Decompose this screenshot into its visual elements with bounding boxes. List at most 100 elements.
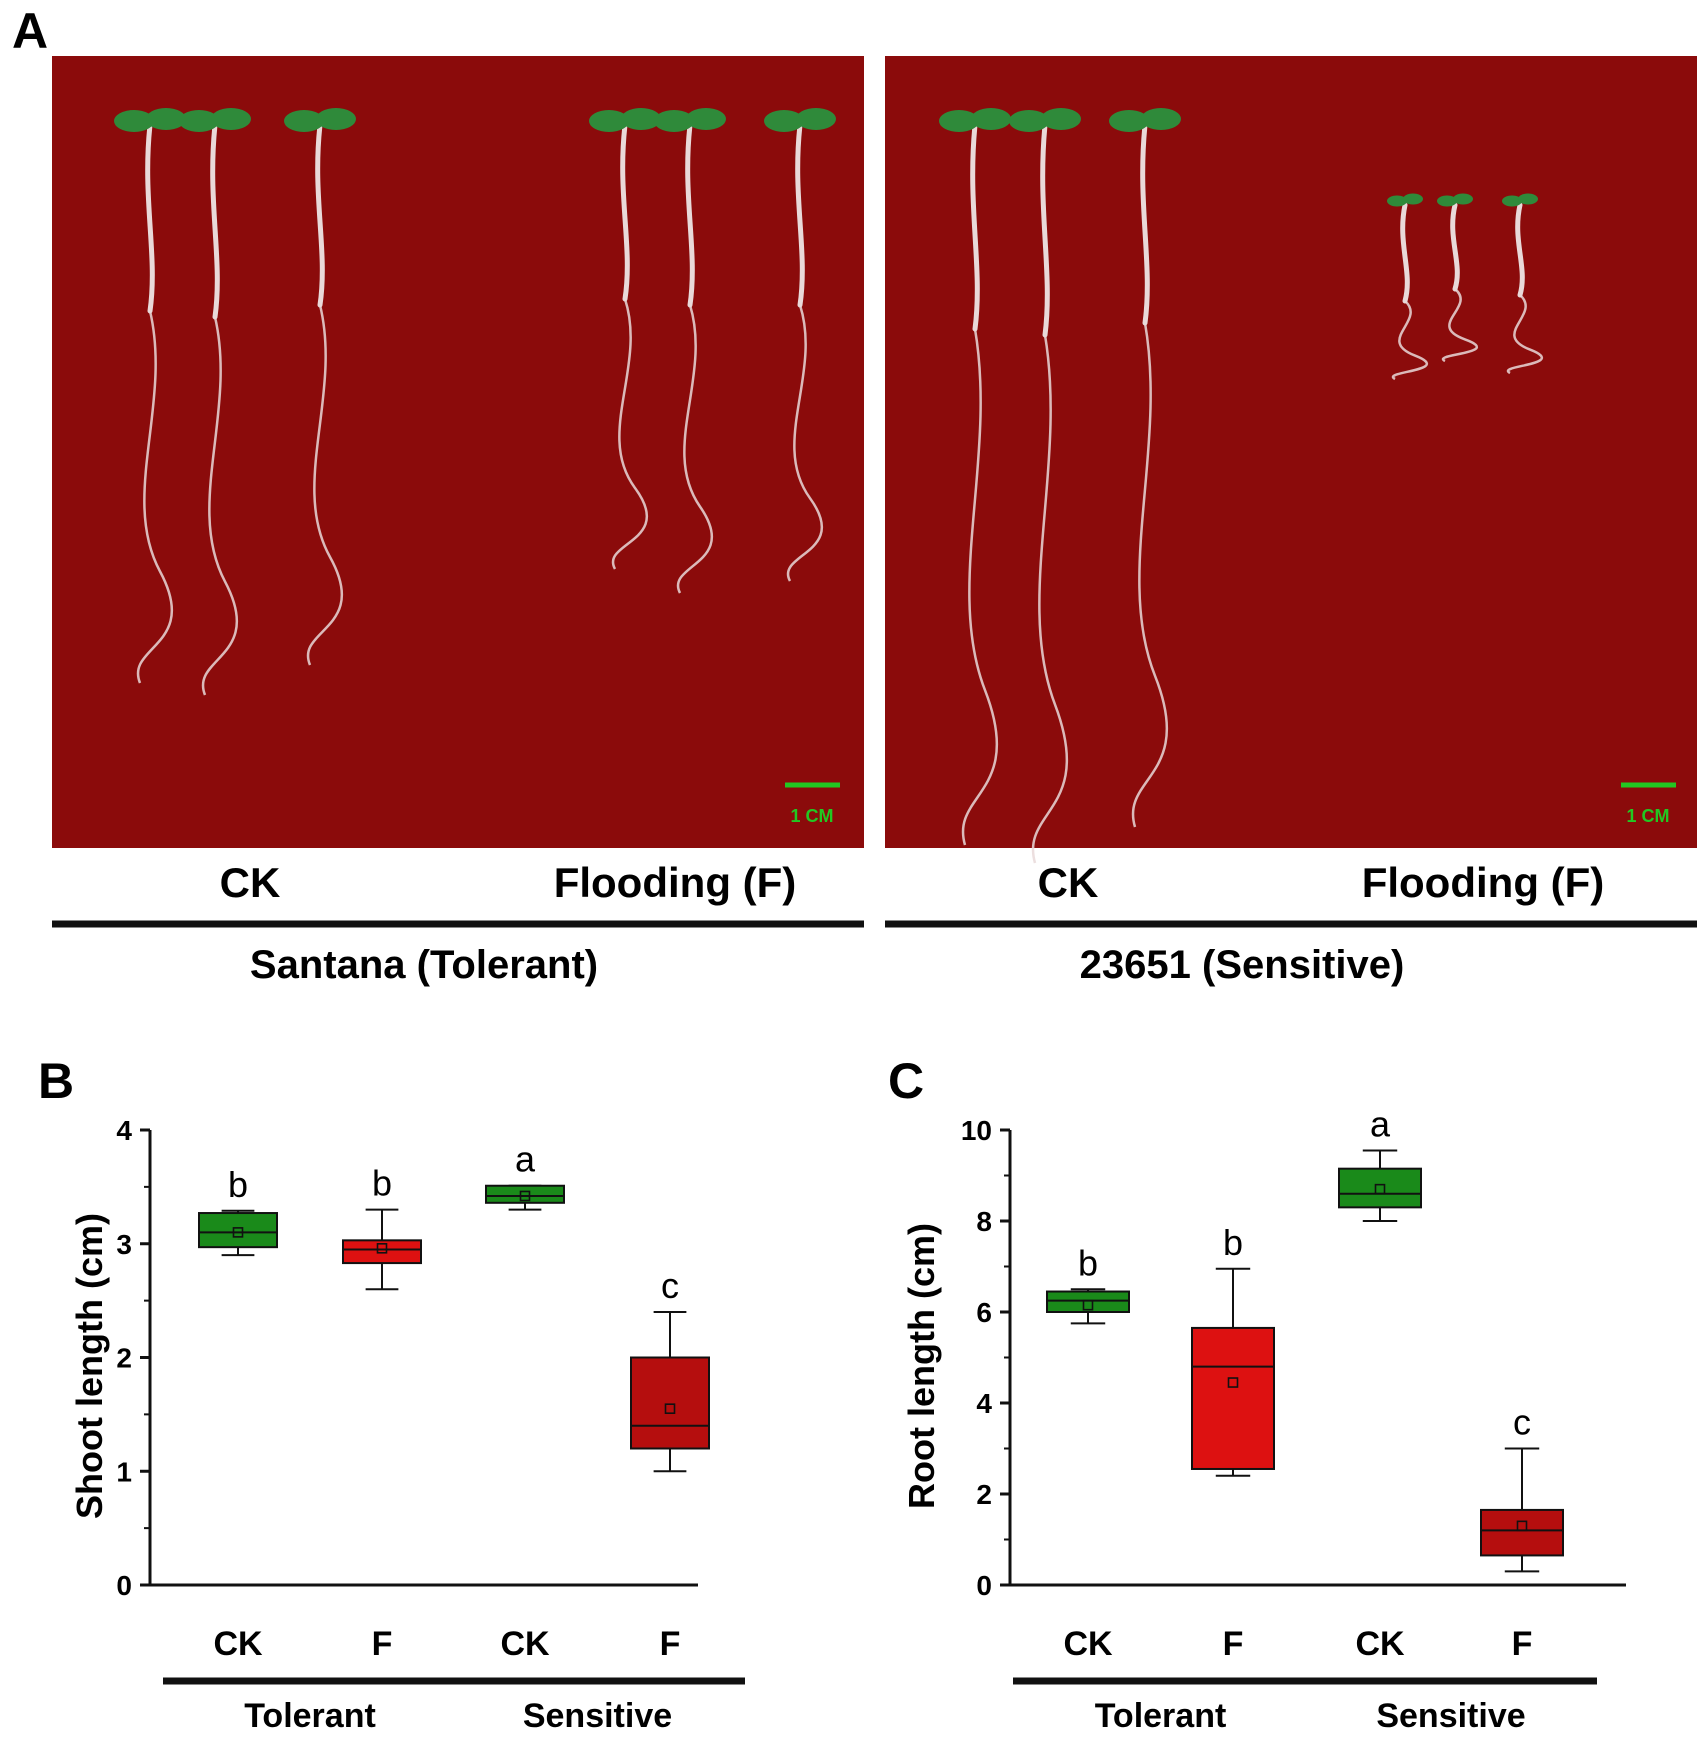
seedling — [939, 108, 1011, 846]
seedling-shoot — [1400, 202, 1410, 304]
box-1: b — [342, 1163, 422, 1291]
cotyledon-leaf — [284, 110, 324, 132]
cotyledon-leaf — [1453, 193, 1473, 205]
y-tick-label: 2 — [976, 1479, 992, 1510]
seedling — [764, 108, 836, 582]
seedling — [179, 108, 251, 696]
y-tick-label: 0 — [976, 1570, 992, 1601]
cotyledon-leaf — [1403, 193, 1423, 205]
box-1: b — [1191, 1222, 1275, 1477]
x-categories: CK F CK F Tolerant Sensitive — [1013, 1625, 1597, 1735]
group-label: Sensitive — [1376, 1697, 1525, 1735]
seedling-shoot — [1040, 122, 1050, 338]
seedling-photo-sensitive: 1 CM — [885, 56, 1697, 864]
cotyledon-leaf — [1009, 110, 1049, 132]
mean-marker — [1227, 1377, 1239, 1388]
significance-letter: c — [661, 1265, 679, 1306]
mean-marker — [664, 1403, 676, 1414]
scale-bar-label: 1 CM — [1626, 806, 1669, 826]
significance-letter: a — [515, 1139, 536, 1180]
genotype-label-sensitive: 23651 (Sensitive) — [1080, 943, 1405, 987]
x-category-label: CK — [1063, 1625, 1113, 1663]
cotyledon-leaf — [1518, 193, 1538, 205]
group-label: Tolerant — [1095, 1697, 1227, 1735]
seedling-root — [961, 328, 998, 846]
x-category-label: CK — [1355, 1625, 1405, 1663]
panel-a-letter: A — [12, 3, 48, 59]
box-iqr — [342, 1239, 422, 1265]
boxes: b b a c — [1046, 1103, 1564, 1573]
box-3: c — [1480, 1402, 1564, 1573]
seedlings-group — [114, 108, 836, 696]
seedling — [1437, 193, 1478, 363]
box-2: a — [1338, 1103, 1422, 1222]
x-categories: CK F CK F Tolerant Sensitive — [163, 1625, 745, 1735]
group-label: Tolerant — [244, 1697, 376, 1735]
seedlings-group — [939, 108, 1543, 864]
y-tick-label: 0 — [116, 1570, 132, 1601]
y-tick-label: 4 — [976, 1388, 992, 1419]
box-0: b — [198, 1164, 278, 1257]
seedling-photo-tolerant: 1 CM — [52, 56, 864, 848]
cotyledon-leaf — [589, 110, 629, 132]
significance-letter: b — [228, 1164, 248, 1205]
shoot-length-chart: B Shoot length (cm) 0 1 2 3 4 b b a c CK F CK F Tol… — [38, 1053, 745, 1735]
x-category-label: CK — [500, 1625, 550, 1663]
y-tick-label: 2 — [116, 1343, 132, 1374]
cotyledon-leaf — [686, 108, 726, 130]
y-axis-title: Shoot length (cm) — [69, 1213, 110, 1519]
mean-marker — [519, 1190, 531, 1202]
seedling-shoot — [1140, 122, 1150, 326]
seedling — [1502, 193, 1543, 375]
seedling-shoot — [210, 122, 220, 320]
axes: 0 2 4 6 8 10 — [961, 1115, 1626, 1601]
x-category-label: F — [660, 1625, 681, 1663]
mean-marker — [1082, 1299, 1094, 1311]
panel-b-letter: B — [38, 1053, 74, 1109]
cotyledon-leaf — [764, 110, 804, 132]
box-iqr — [485, 1184, 565, 1204]
cotyledon-leaf — [971, 108, 1011, 130]
x-category-label: F — [1223, 1625, 1244, 1663]
cotyledon-leaf — [114, 110, 154, 132]
cotyledon-leaf — [1041, 108, 1081, 130]
x-category-label: CK — [213, 1625, 263, 1663]
box-iqr — [1046, 1290, 1130, 1314]
scale-bar-label: 1 CM — [790, 806, 833, 826]
box-0: b — [1046, 1242, 1130, 1325]
cotyledon-leaf — [1502, 195, 1522, 207]
mean-marker — [232, 1227, 244, 1238]
seedling — [654, 108, 726, 594]
significance-letter: c — [1513, 1402, 1531, 1443]
root-length-chart: C Root length (cm) 0 2 4 6 8 10 b b a c CK F CK F To… — [888, 1053, 1626, 1735]
group-label: Sensitive — [523, 1697, 672, 1735]
axes: 0 1 2 3 4 — [116, 1115, 698, 1601]
seedling-root — [1131, 322, 1168, 828]
cotyledon-leaf — [316, 108, 356, 130]
box-iqr — [630, 1356, 710, 1450]
boxes: b b a c — [198, 1139, 710, 1473]
seedling-root — [1441, 288, 1478, 363]
cotyledon-leaf — [211, 108, 251, 130]
seedling-root — [136, 310, 174, 684]
condition-label-ck: CK — [1038, 859, 1099, 906]
y-axis-title: Root length (cm) — [901, 1223, 942, 1509]
seedling-root — [201, 316, 239, 696]
mean-marker — [1374, 1183, 1386, 1195]
seedling-root — [786, 304, 824, 582]
y-tick-label: 3 — [116, 1229, 132, 1260]
x-category-label: F — [1512, 1625, 1533, 1663]
seedling-shoot — [1515, 202, 1525, 298]
cotyledon-leaf — [1141, 108, 1181, 130]
significance-letter: b — [372, 1163, 392, 1204]
cotyledon-leaf — [621, 108, 661, 130]
box-2: a — [485, 1139, 565, 1211]
y-tick-label: 8 — [976, 1206, 992, 1237]
significance-letter: b — [1078, 1242, 1098, 1283]
y-tick-label: 4 — [116, 1115, 132, 1146]
x-category-label: F — [372, 1625, 393, 1663]
photo-background — [52, 56, 864, 848]
seedling — [589, 108, 661, 570]
seedling-root — [1031, 334, 1068, 864]
